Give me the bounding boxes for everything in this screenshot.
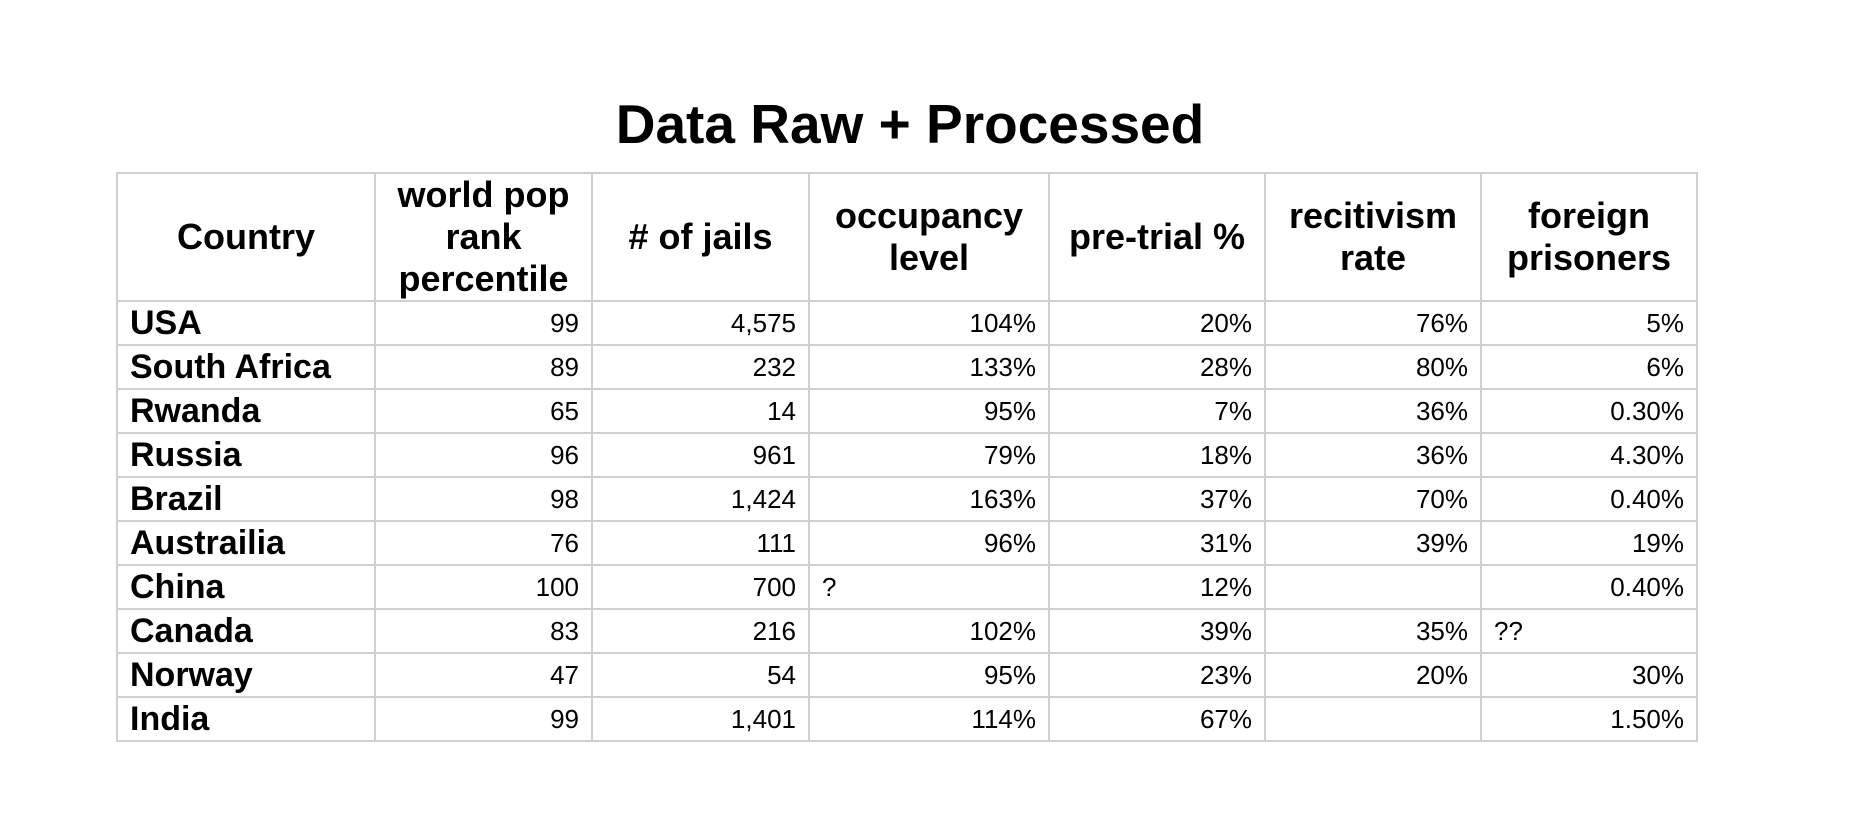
table-row: Canada 83 216 102% 39% 35%?? <box>116 608 1698 654</box>
cell-recitivism-rate: 36% <box>1264 432 1482 478</box>
data-table: Country world pop rank percentile # of jails… <box>116 172 1698 742</box>
country-cell: Russia <box>116 432 376 478</box>
cell-foreign-prisoners: 6% <box>1480 344 1698 390</box>
cell-number-of-jails: 1,401 <box>591 696 810 742</box>
cell-recitivism-rate: 70% <box>1264 476 1482 522</box>
table-row: India 99 1,401 114% 67% 1.50% <box>116 696 1698 742</box>
cell-pre-trial-percent: 28% <box>1048 344 1266 390</box>
cell-pre-trial-percent: 67% <box>1048 696 1266 742</box>
table-row: China 100 700? 12% 0.40% <box>116 564 1698 610</box>
cell-number-of-jails: 4,575 <box>591 300 810 346</box>
table-row: USA 99 4,575 104% 20% 76% 5% <box>116 300 1698 346</box>
country-cell: China <box>116 564 376 610</box>
cell-world-pop-rank-percentile: 99 <box>374 300 593 346</box>
cell-occupancy-level: 95% <box>808 388 1050 434</box>
cell-recitivism-rate: 20% <box>1264 652 1482 698</box>
cell-foreign-prisoners: 0.40% <box>1480 564 1698 610</box>
cell-foreign-prisoners: 0.40% <box>1480 476 1698 522</box>
cell-world-pop-rank-percentile: 65 <box>374 388 593 434</box>
cell-recitivism-rate <box>1264 564 1482 610</box>
cell-number-of-jails: 54 <box>591 652 810 698</box>
cell-world-pop-rank-percentile: 89 <box>374 344 593 390</box>
column-header-foreign-prisoners: foreign prisoners <box>1480 172 1698 302</box>
cell-occupancy-level: 96% <box>808 520 1050 566</box>
country-cell: Canada <box>116 608 376 654</box>
cell-number-of-jails: 111 <box>591 520 810 566</box>
cell-world-pop-rank-percentile: 96 <box>374 432 593 478</box>
cell-pre-trial-percent: 18% <box>1048 432 1266 478</box>
cell-number-of-jails: 700 <box>591 564 810 610</box>
cell-pre-trial-percent: 37% <box>1048 476 1266 522</box>
table-row: Rwanda 65 14 95% 7% 36% 0.30% <box>116 388 1698 434</box>
cell-world-pop-rank-percentile: 98 <box>374 476 593 522</box>
cell-number-of-jails: 232 <box>591 344 810 390</box>
cell-occupancy-level: ? <box>808 564 1050 610</box>
country-cell: Rwanda <box>116 388 376 434</box>
cell-pre-trial-percent: 31% <box>1048 520 1266 566</box>
cell-recitivism-rate: 80% <box>1264 344 1482 390</box>
country-cell: USA <box>116 300 376 346</box>
cell-number-of-jails: 961 <box>591 432 810 478</box>
cell-number-of-jails: 216 <box>591 608 810 654</box>
table-row: Austrailia 76 111 96% 31% 39% 19% <box>116 520 1698 566</box>
page-title: Data Raw + Processed <box>615 93 1205 155</box>
cell-foreign-prisoners: ?? <box>1480 608 1698 654</box>
table-row: Norway 47 54 95% 23% 20% 30% <box>116 652 1698 698</box>
cell-occupancy-level: 163% <box>808 476 1050 522</box>
cell-pre-trial-percent: 23% <box>1048 652 1266 698</box>
cell-pre-trial-percent: 20% <box>1048 300 1266 346</box>
country-cell: Austrailia <box>116 520 376 566</box>
cell-occupancy-level: 133% <box>808 344 1050 390</box>
cell-foreign-prisoners: 4.30% <box>1480 432 1698 478</box>
cell-occupancy-level: 95% <box>808 652 1050 698</box>
cell-occupancy-level: 104% <box>808 300 1050 346</box>
country-cell: South Africa <box>116 344 376 390</box>
cell-number-of-jails: 14 <box>591 388 810 434</box>
cell-occupancy-level: 79% <box>808 432 1050 478</box>
cell-pre-trial-percent: 39% <box>1048 608 1266 654</box>
country-cell: India <box>116 696 376 742</box>
cell-world-pop-rank-percentile: 100 <box>374 564 593 610</box>
cell-recitivism-rate: 76% <box>1264 300 1482 346</box>
cell-foreign-prisoners: 30% <box>1480 652 1698 698</box>
cell-world-pop-rank-percentile: 47 <box>374 652 593 698</box>
country-cell: Norway <box>116 652 376 698</box>
cell-pre-trial-percent: 12% <box>1048 564 1266 610</box>
cell-pre-trial-percent: 7% <box>1048 388 1266 434</box>
column-header-world-pop-rank-percentile: world pop rank percentile <box>374 172 593 302</box>
cell-foreign-prisoners: 1.50% <box>1480 696 1698 742</box>
table-header-row: Country world pop rank percentile # of jails… <box>116 172 1698 302</box>
country-cell: Brazil <box>116 476 376 522</box>
table-row: South Africa 89 232 133% 28% 80% 6% <box>116 344 1698 390</box>
cell-recitivism-rate: 39% <box>1264 520 1482 566</box>
cell-world-pop-rank-percentile: 99 <box>374 696 593 742</box>
cell-recitivism-rate: 36% <box>1264 388 1482 434</box>
cell-foreign-prisoners: 0.30% <box>1480 388 1698 434</box>
cell-occupancy-level: 114% <box>808 696 1050 742</box>
cell-foreign-prisoners: 19% <box>1480 520 1698 566</box>
cell-foreign-prisoners: 5% <box>1480 300 1698 346</box>
cell-recitivism-rate: 35% <box>1264 608 1482 654</box>
table-row: Brazil 98 1,424 163% 37% 70% 0.40% <box>116 476 1698 522</box>
column-header-number-of-jails: # of jails <box>591 172 810 302</box>
cell-world-pop-rank-percentile: 83 <box>374 608 593 654</box>
table-row: Russia 96 961 79% 18% 36% 4.30% <box>116 432 1698 478</box>
cell-occupancy-level: 102% <box>808 608 1050 654</box>
cell-recitivism-rate <box>1264 696 1482 742</box>
cell-number-of-jails: 1,424 <box>591 476 810 522</box>
table-body: USA 99 4,575 104% 20% 76% 5% South Africa 89 232 1… <box>116 300 1698 742</box>
column-header-occupancy-level: occupancy level <box>808 172 1050 302</box>
column-header-pre-trial-percent: pre-trial % <box>1048 172 1266 302</box>
column-header-country: Country <box>116 172 376 302</box>
cell-world-pop-rank-percentile: 76 <box>374 520 593 566</box>
column-header-recitivism-rate: recitivism rate <box>1264 172 1482 302</box>
